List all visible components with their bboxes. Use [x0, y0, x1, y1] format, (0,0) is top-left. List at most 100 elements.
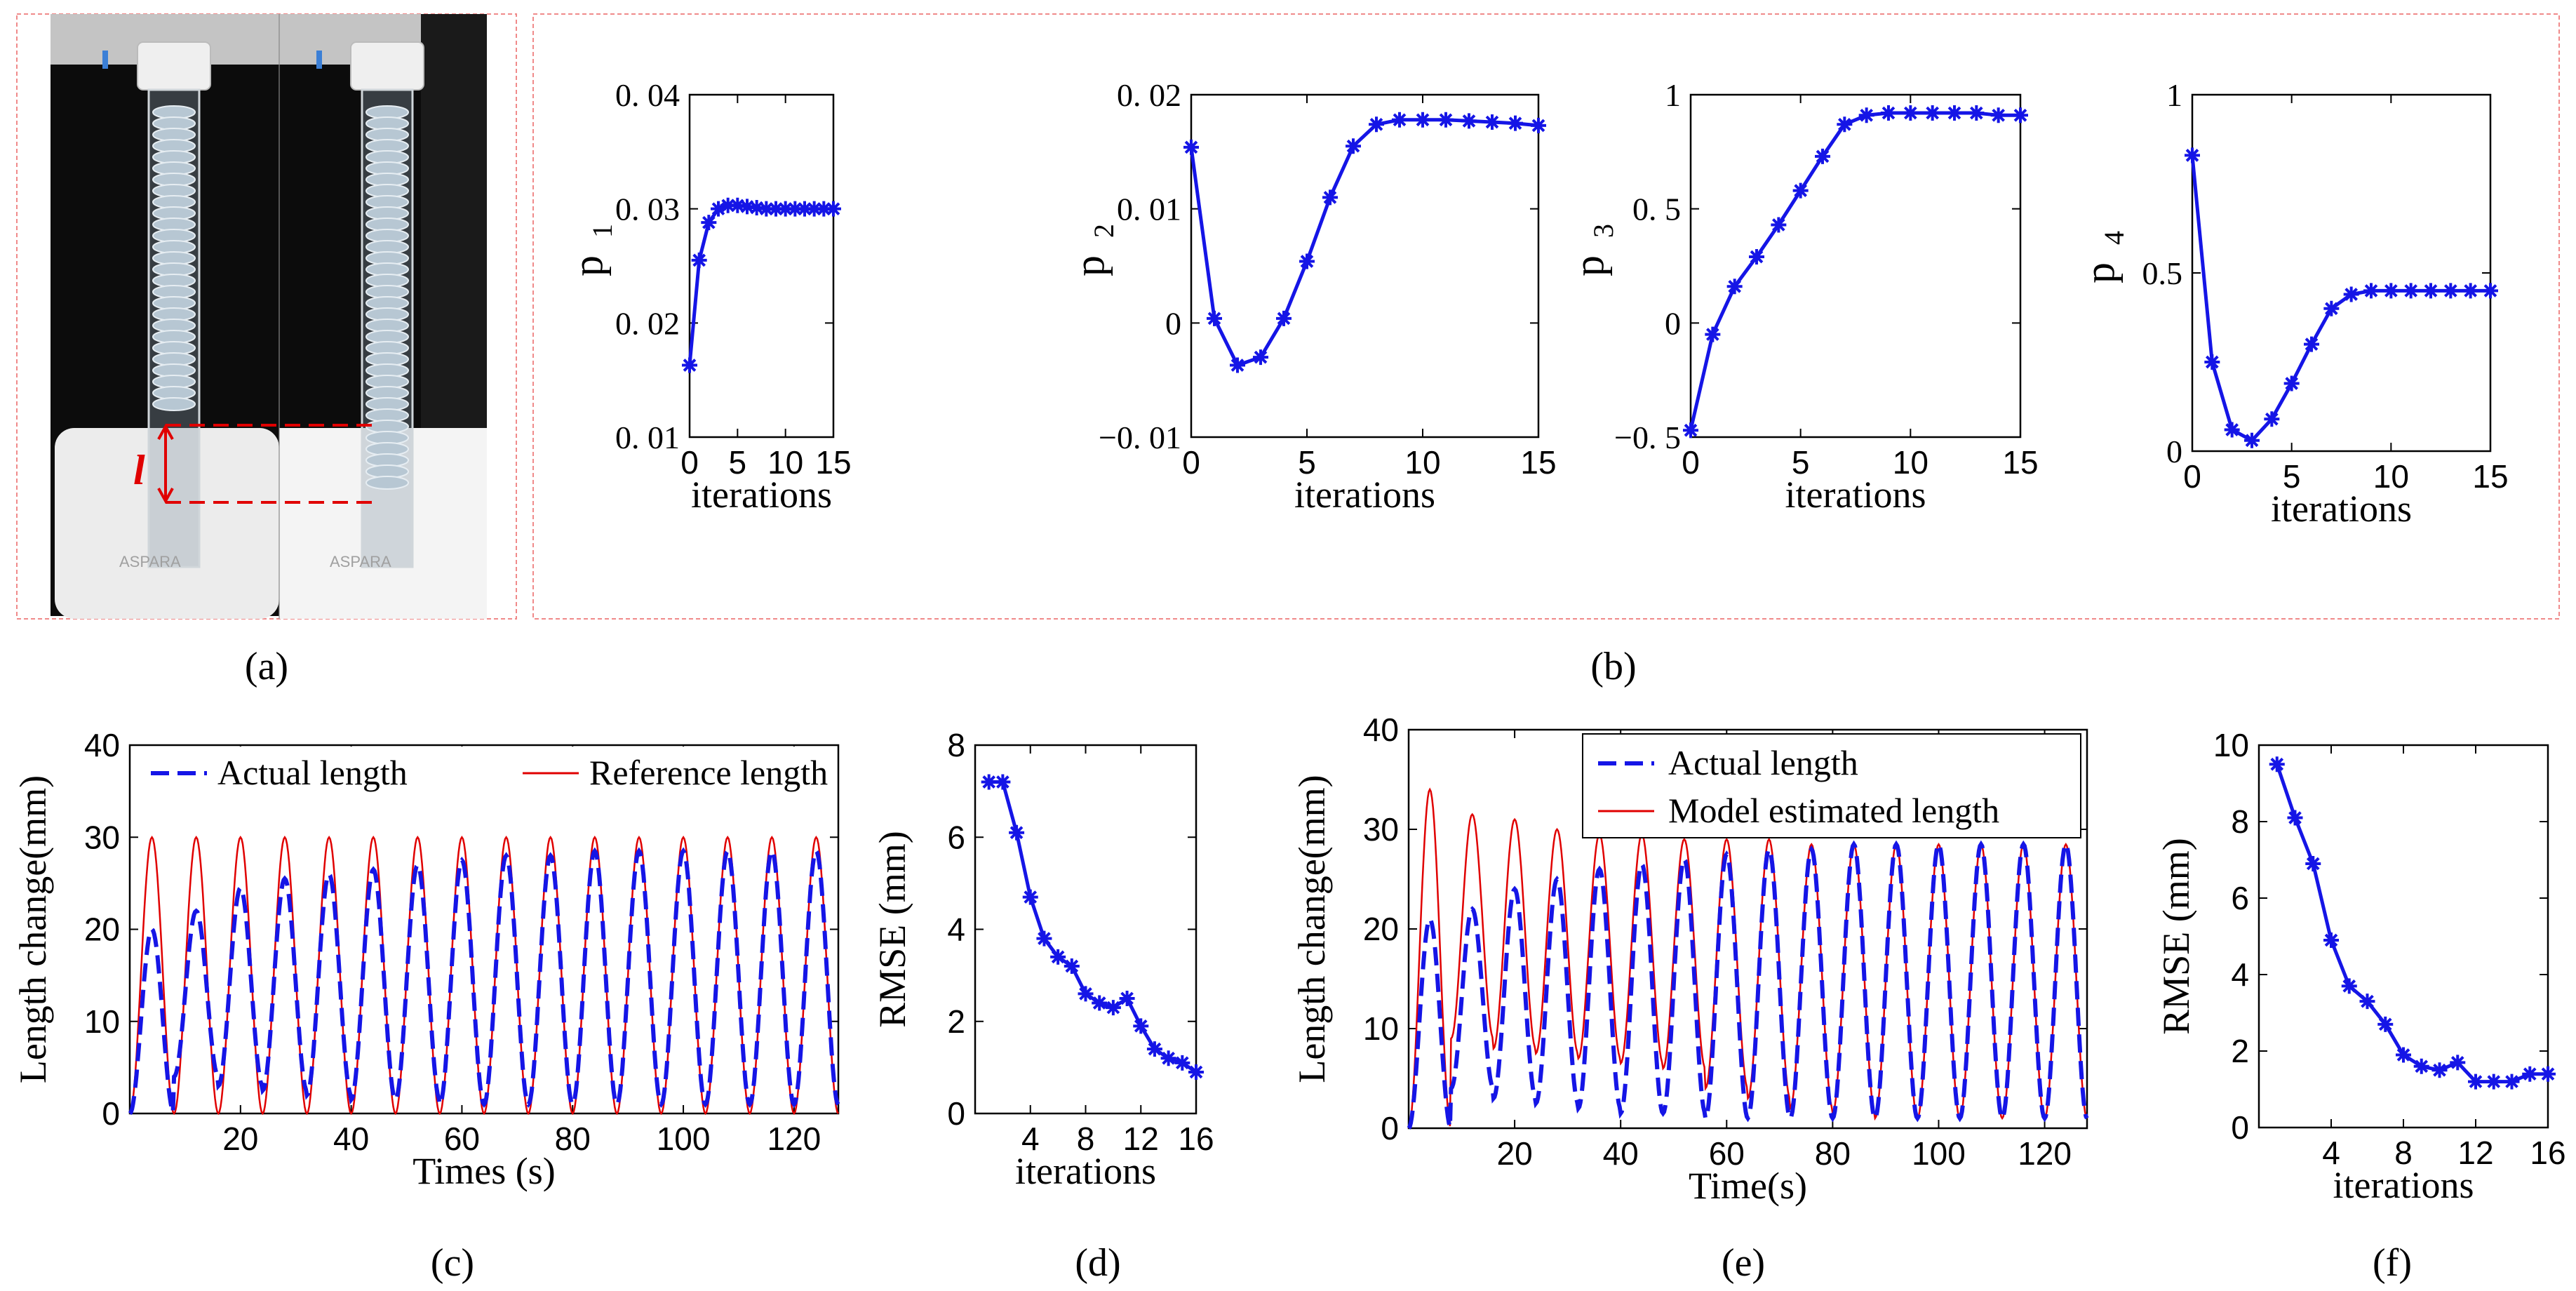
y-tick-label: 0.5: [2142, 255, 2183, 291]
chart-b4: 0 5 10 15 0 0.5 1 iterations p 4: [2077, 77, 2509, 530]
chart-f: 4 8 12 16 0 2 4 6 8 10 iterations RMSE (mm): [2155, 727, 2566, 1206]
photo-base-box-left: [55, 428, 279, 619]
x-tick-label: 100: [1912, 1135, 1966, 1172]
y-axis-label-subscript: 1: [586, 224, 618, 238]
x-tick-label: 4: [2322, 1135, 2340, 1171]
legend-label-actual: Actual length: [1668, 743, 1858, 782]
legend: Actual length Model estimated length: [1582, 733, 2081, 838]
y-tick-label: 0. 03: [615, 192, 680, 227]
data-point-marker: [787, 201, 803, 217]
x-tick-label: 120: [2018, 1135, 2072, 1172]
data-point-marker: [1461, 113, 1477, 129]
data-point-marker: [995, 774, 1011, 790]
data-point-marker: [711, 201, 726, 217]
data-point-marker: [2323, 300, 2340, 316]
y-tick-label: 0: [2231, 1109, 2249, 1146]
y-tick-label: 10: [1363, 1010, 1399, 1047]
y-tick-label: 40: [84, 727, 120, 763]
data-point-marker: [1531, 117, 1546, 133]
x-tick-label: 40: [333, 1121, 369, 1157]
data-point-marker: [1253, 349, 1268, 366]
data-point-marker: [768, 201, 784, 217]
series-line: [2190, 155, 2490, 443]
series-line-actual: [128, 847, 840, 1116]
x-tick-label: 60: [444, 1121, 480, 1157]
legend-box: [131, 747, 837, 797]
x-tick-label: 5: [1792, 444, 1810, 481]
bellows-coil: [365, 476, 409, 490]
data-point-marker: [1230, 357, 1245, 373]
x-tick-label: 4: [1021, 1121, 1040, 1157]
photo-dim-arrow: [157, 423, 174, 504]
data-point-marker: [777, 201, 793, 217]
x-tick-label: 15: [2472, 458, 2508, 495]
y-tick-label: 1: [2166, 77, 2182, 113]
x-axis-label: iterations: [2271, 488, 2412, 530]
photo-clamp-left: [137, 41, 211, 91]
y-tick-label: 0. 02: [615, 305, 680, 341]
legend-label-model: Model estimated length: [1668, 791, 1999, 830]
data-point-marker: [1705, 326, 1721, 342]
x-tick-label: 100: [657, 1121, 711, 1157]
panel-label-b: (b): [1590, 645, 1636, 688]
data-point-marker: [739, 199, 755, 215]
photo-bellows-left: [152, 105, 196, 411]
data-point-marker: [1508, 115, 1523, 131]
data-point-marker: [1683, 422, 1698, 439]
x-tick-label: 10: [767, 444, 803, 481]
x-tick-label: 60: [1709, 1135, 1745, 1172]
data-point-marker: [1924, 105, 1940, 121]
y-tick-label: 8: [947, 727, 965, 763]
data-point-marker: [1078, 986, 1094, 1002]
y-tick-label: 0. 01: [1117, 192, 1181, 227]
y-tick-label: 0: [1165, 305, 1181, 341]
data-point-marker: [1183, 139, 1199, 155]
y-axis-label-subscript: 3: [1588, 224, 1619, 238]
x-axis-label: iterations: [1294, 474, 1435, 516]
photo-wall-right: [421, 14, 487, 435]
data-point-marker: [2359, 994, 2375, 1010]
x-tick-label: 5: [1298, 444, 1316, 481]
y-tick-label: 6: [2231, 880, 2249, 916]
x-tick-label: 20: [1497, 1135, 1533, 1172]
x-tick-label: 0: [1182, 444, 1200, 481]
data-point-marker: [1119, 990, 1135, 1006]
photo-panel-a: l ASPARA ASPARA: [16, 13, 517, 620]
plot-area-frame: [2191, 93, 2492, 453]
x-tick-label: 10: [1404, 444, 1440, 481]
panel-label-d: (d): [1075, 1241, 1120, 1285]
data-point-marker: [816, 201, 832, 217]
y-tick-label: 10: [84, 1003, 120, 1040]
data-point-marker: [1092, 995, 1108, 1011]
data-point-marker: [1050, 949, 1066, 965]
x-tick-label: 16: [1178, 1121, 1214, 1157]
data-point-marker: [2264, 411, 2280, 427]
data-point-marker: [2504, 1073, 2520, 1090]
y-tick-label: 0. 01: [615, 420, 680, 455]
x-tick-label: 8: [1077, 1121, 1095, 1157]
series-line: [1189, 118, 1539, 367]
plot-area-frame: [1190, 93, 1540, 439]
y-axis-label-subscript: 2: [1088, 224, 1120, 238]
data-point-marker: [1299, 253, 1315, 269]
y-axis-label: RMSE (mm): [2155, 838, 2197, 1035]
y-tick-label: −0. 5: [1614, 420, 1681, 455]
data-point-marker: [2244, 432, 2260, 448]
data-point-marker: [682, 357, 697, 373]
y-tick-label: 40: [1363, 711, 1399, 748]
data-point-marker: [691, 252, 707, 268]
y-axis-label: p: [1566, 255, 1612, 276]
data-point-marker: [1438, 112, 1454, 128]
x-tick-label: 0: [1682, 444, 1700, 481]
x-tick-label: 12: [1123, 1121, 1159, 1157]
series-line: [988, 780, 1198, 1073]
data-point-marker: [2486, 1073, 2502, 1090]
legend: Actual length Reference length: [131, 747, 837, 797]
panel-label-c: (c): [431, 1241, 474, 1285]
data-point-marker: [1968, 105, 1985, 121]
data-point-marker: [2540, 1066, 2556, 1082]
data-point-marker: [2363, 283, 2379, 299]
plot-area-frame: [2258, 744, 2549, 1129]
